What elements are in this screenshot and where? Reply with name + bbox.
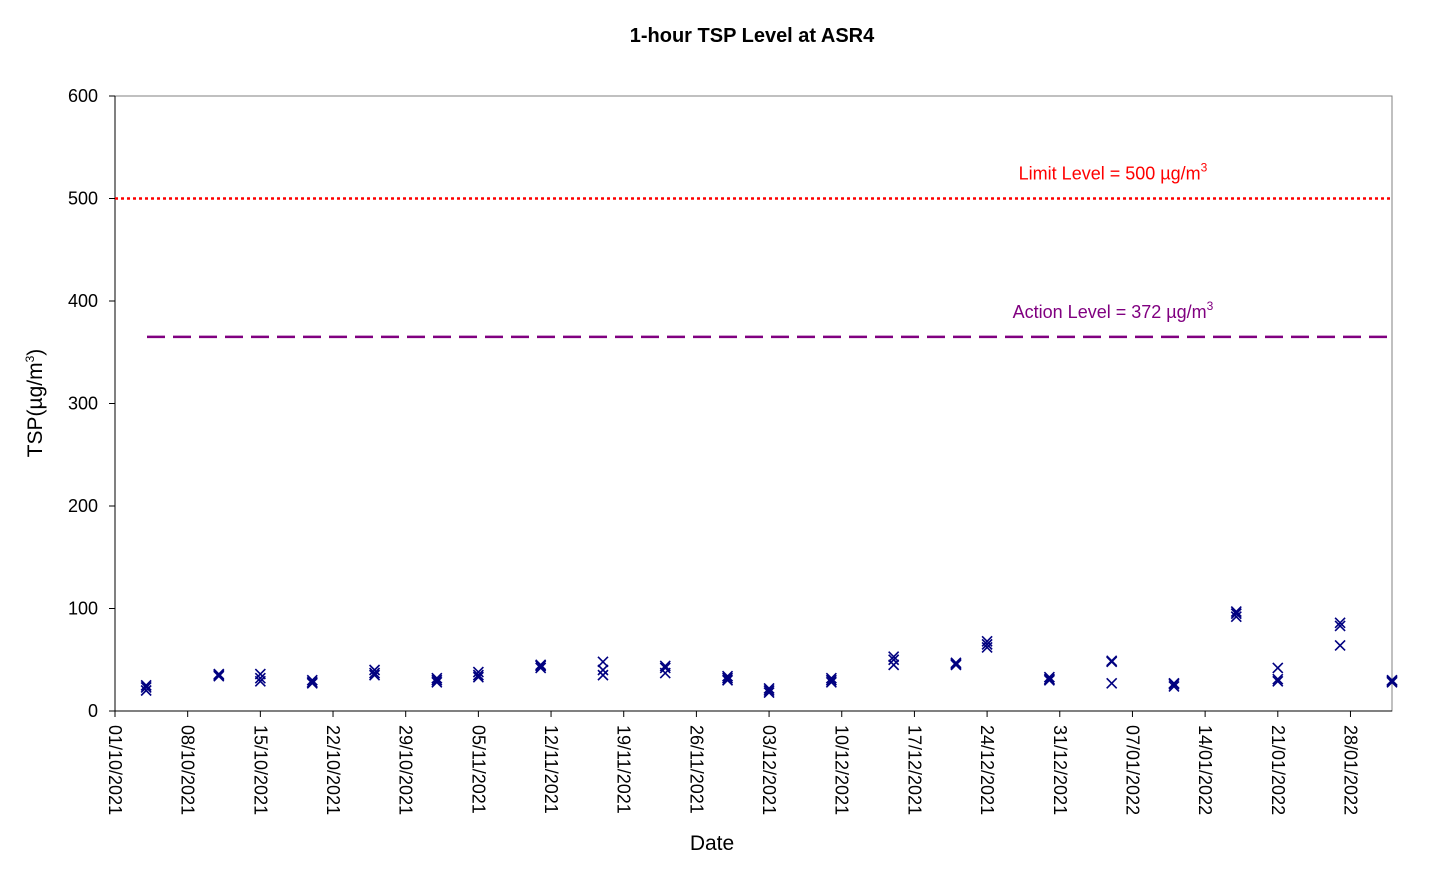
data-point — [140, 681, 152, 693]
y-axis-label-sup: 3 — [23, 355, 37, 362]
y-axis-label-main: TSP( — [24, 409, 47, 457]
data-point — [368, 664, 381, 676]
data-point — [825, 676, 837, 688]
data-point — [1168, 680, 1180, 692]
limit-level-label: Limit Level = 500 µg/m3 — [1019, 161, 1208, 184]
data-point — [981, 635, 993, 647]
data-point — [1334, 620, 1346, 632]
data-point — [597, 656, 609, 668]
y-tick-label: 0 — [88, 701, 98, 721]
x-tick-label: 29/10/2021 — [396, 725, 416, 815]
data-point — [763, 682, 775, 695]
x-axis-label: Date — [690, 832, 734, 855]
x-tick-label: 05/11/2021 — [468, 725, 488, 814]
data-point — [1334, 617, 1346, 629]
x-tick-label: 22/10/2021 — [323, 725, 343, 815]
data-point — [472, 669, 484, 681]
data-point — [1106, 655, 1118, 667]
data-point — [1230, 611, 1242, 623]
data-point — [1168, 677, 1180, 689]
x-tick-label: 28/01/2022 — [1340, 725, 1360, 815]
x-tick-label: 26/11/2021 — [686, 725, 706, 814]
data-point — [825, 674, 837, 686]
y-axis-ticks: 0 100 200 300 400 500 600 — [68, 86, 115, 721]
y-tick-label: 100 — [68, 599, 98, 619]
data-point — [1043, 671, 1055, 683]
data-point — [659, 660, 671, 672]
action-level-label: Action Level = 372 µg/m3 — [1013, 299, 1214, 322]
data-point — [368, 667, 381, 679]
data-points — [140, 606, 1398, 699]
data-point — [981, 638, 993, 650]
data-point — [888, 651, 900, 663]
data-point — [472, 671, 484, 683]
data-point — [763, 686, 775, 699]
data-point — [1230, 608, 1242, 620]
y-axis-label-unit: µg/m — [24, 362, 47, 409]
x-tick-label: 14/01/2022 — [1195, 725, 1215, 815]
data-point — [1272, 673, 1284, 685]
data-point — [1106, 677, 1118, 689]
x-tick-label: 24/12/2021 — [977, 725, 997, 815]
data-point — [721, 674, 734, 686]
data-point — [721, 670, 734, 682]
data-point — [1230, 606, 1242, 618]
chart-title: 1-hour TSP Level at ASR4 — [630, 25, 875, 47]
x-tick-label: 19/11/2021 — [614, 725, 634, 814]
data-point — [368, 669, 381, 681]
data-point — [431, 672, 443, 684]
x-tick-label: 01/10/2021 — [105, 725, 125, 815]
data-point — [472, 666, 484, 678]
data-point — [535, 659, 547, 671]
data-point — [1043, 673, 1055, 685]
plot-area-border — [114, 95, 1393, 712]
data-point — [140, 684, 152, 697]
y-tick-label: 300 — [68, 394, 98, 414]
y-axis-label: TSP(µg/m3) — [23, 349, 47, 458]
x-tick-label: 31/12/2021 — [1050, 725, 1070, 815]
y-tick-label: 500 — [68, 189, 98, 209]
data-point — [597, 664, 609, 676]
data-point — [431, 676, 443, 688]
data-point — [1272, 675, 1284, 687]
x-tick-label: 07/01/2022 — [1122, 725, 1142, 815]
x-tick-label: 15/10/2021 — [250, 725, 270, 815]
x-tick-label: 21/01/2022 — [1268, 725, 1288, 815]
data-point — [950, 657, 962, 669]
data-point — [306, 676, 318, 688]
data-point — [254, 668, 266, 680]
data-point — [1334, 639, 1346, 651]
data-point — [888, 659, 900, 671]
x-tick-label: 10/12/2021 — [832, 725, 852, 815]
x-tick-label: 12/11/2021 — [541, 725, 561, 814]
x-tick-label: 03/12/2021 — [759, 725, 779, 815]
y-tick-label: 400 — [68, 291, 98, 311]
data-point — [597, 669, 609, 681]
y-tick-label: 600 — [68, 86, 98, 106]
x-tick-label: 08/10/2021 — [178, 725, 198, 815]
data-point — [888, 654, 900, 666]
data-point — [306, 674, 318, 686]
data-point — [213, 668, 225, 680]
reference-lines: Limit Level = 500 µg/m3 Action Level = 37… — [115, 161, 1392, 339]
y-axis-label-close: ) — [24, 349, 47, 356]
data-point — [763, 684, 775, 697]
data-point — [659, 662, 671, 674]
x-tick-label: 17/12/2021 — [904, 725, 924, 815]
x-axis-ticks: 01/10/2021 08/10/2021 15/10/2021 22/10/2021… — [105, 711, 1360, 815]
data-point — [721, 672, 734, 684]
data-point — [1272, 662, 1284, 674]
data-point — [431, 674, 443, 686]
data-point — [254, 672, 266, 684]
data-point — [535, 662, 547, 674]
data-point — [825, 672, 837, 684]
data-point — [140, 679, 152, 691]
data-point — [1386, 674, 1398, 686]
y-tick-label: 200 — [68, 496, 98, 516]
